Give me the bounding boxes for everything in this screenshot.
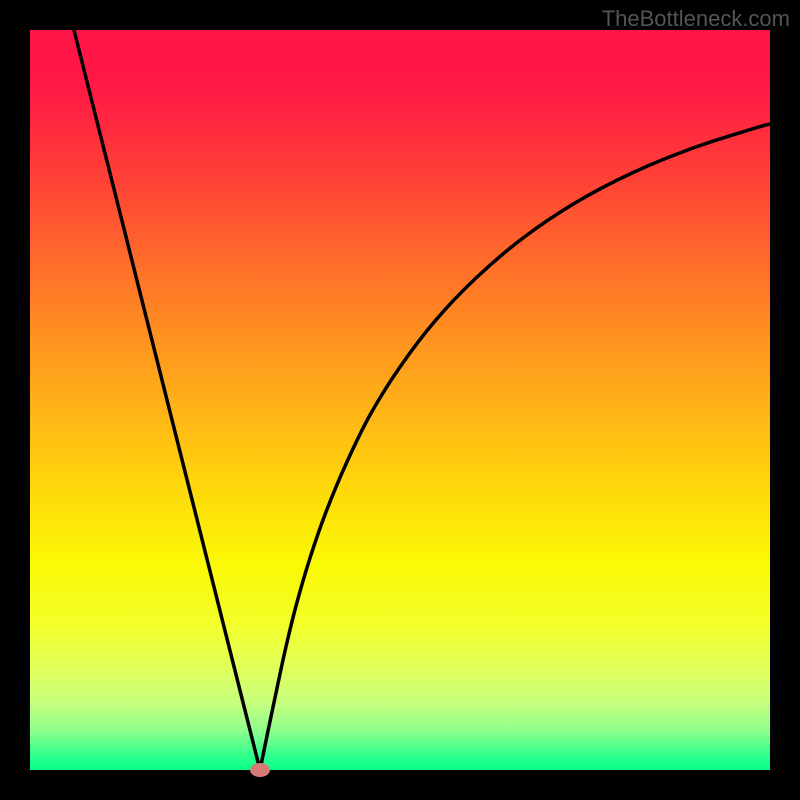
minimum-marker bbox=[250, 763, 270, 777]
chart-container: TheBottleneck.com bbox=[0, 0, 800, 800]
chart-svg bbox=[0, 0, 800, 800]
plot-area bbox=[30, 30, 770, 770]
watermark-label: TheBottleneck.com bbox=[602, 6, 790, 32]
